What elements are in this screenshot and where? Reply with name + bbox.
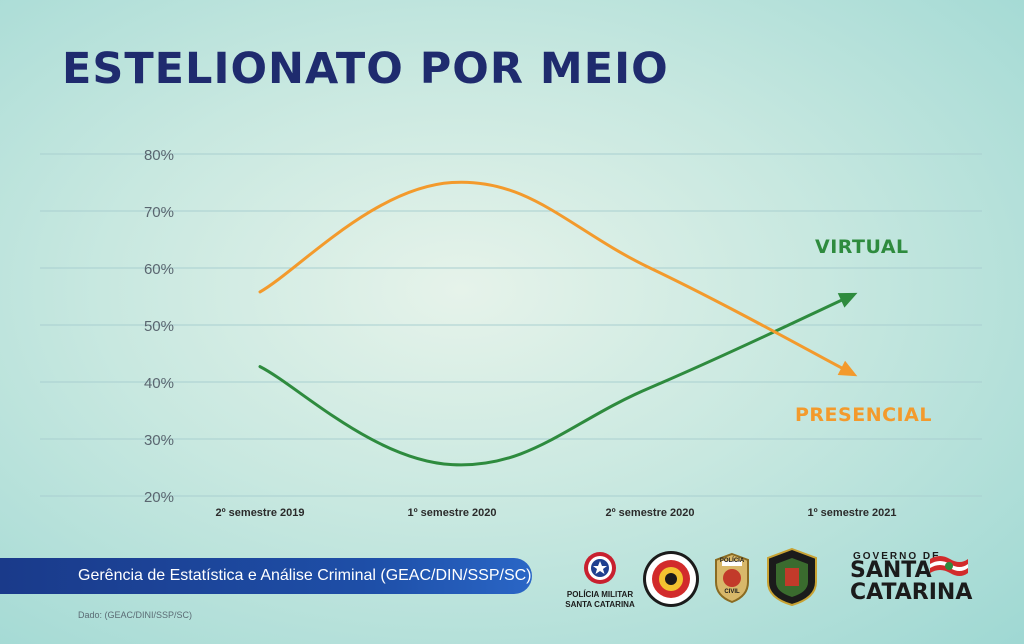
series-label-presencial: PRESENCIAL [795,404,932,426]
policia-civil-logo [712,552,752,604]
y-tick-label: 20% [144,489,174,506]
source-note: Dado: (GEAC/DINI/SSP/SC) [78,610,193,620]
x-tick-label: 1º semestre 2020 [407,507,496,519]
y-tick-label: 50% [144,318,174,335]
y-axis-ticks: 20% 30% 40% 50% 60% 70% 80% [144,147,174,506]
y-tick-label: 70% [144,204,174,221]
policia-militar-logo [582,550,634,586]
igp-logo [766,547,818,607]
gov-line2: CATARINA [850,580,973,605]
series-label-virtual: VIRTUAL [815,236,909,258]
grid-lines [40,153,982,497]
bombeiros-logo [642,550,700,608]
x-axis-ticks: 2º semestre 2019 1º semestre 2020 2º semes… [215,507,896,519]
series-arrow-presencial [837,360,858,377]
pm-line1: POLÍCIA MILITAR [566,590,634,599]
series-line-presencial [258,180,854,375]
series-line-virtual [258,293,854,467]
y-tick-label: 60% [144,261,174,278]
footer-text: Gerência de Estatística e Análise Crimin… [78,567,532,584]
series-lines [258,180,858,467]
gov-line1: SANTA [850,558,932,583]
series-arrow-virtual [837,292,858,308]
y-tick-label: 40% [144,375,174,392]
gov-small-text: GOVERNO DE [853,551,941,562]
y-tick-label: 30% [144,432,174,449]
line-chart: 20% 30% 40% 50% 60% 70% 80% 2º semestre 2019 1º… [40,147,982,519]
pc-bottom: CIVIL [724,589,740,595]
pc-top: POLÍCIA [719,558,745,564]
chart-title: ESTELIONATO POR MEIO [62,44,669,94]
pm-line2: SANTA CATARINA [565,600,635,609]
x-tick-label: 1º semestre 2021 [807,507,896,519]
x-tick-label: 2º semestre 2020 [605,507,694,519]
y-tick-label: 80% [144,147,174,164]
santa-catarina-flag-icon [928,553,970,579]
footer-banner [0,558,532,594]
x-tick-label: 2º semestre 2019 [215,507,304,519]
